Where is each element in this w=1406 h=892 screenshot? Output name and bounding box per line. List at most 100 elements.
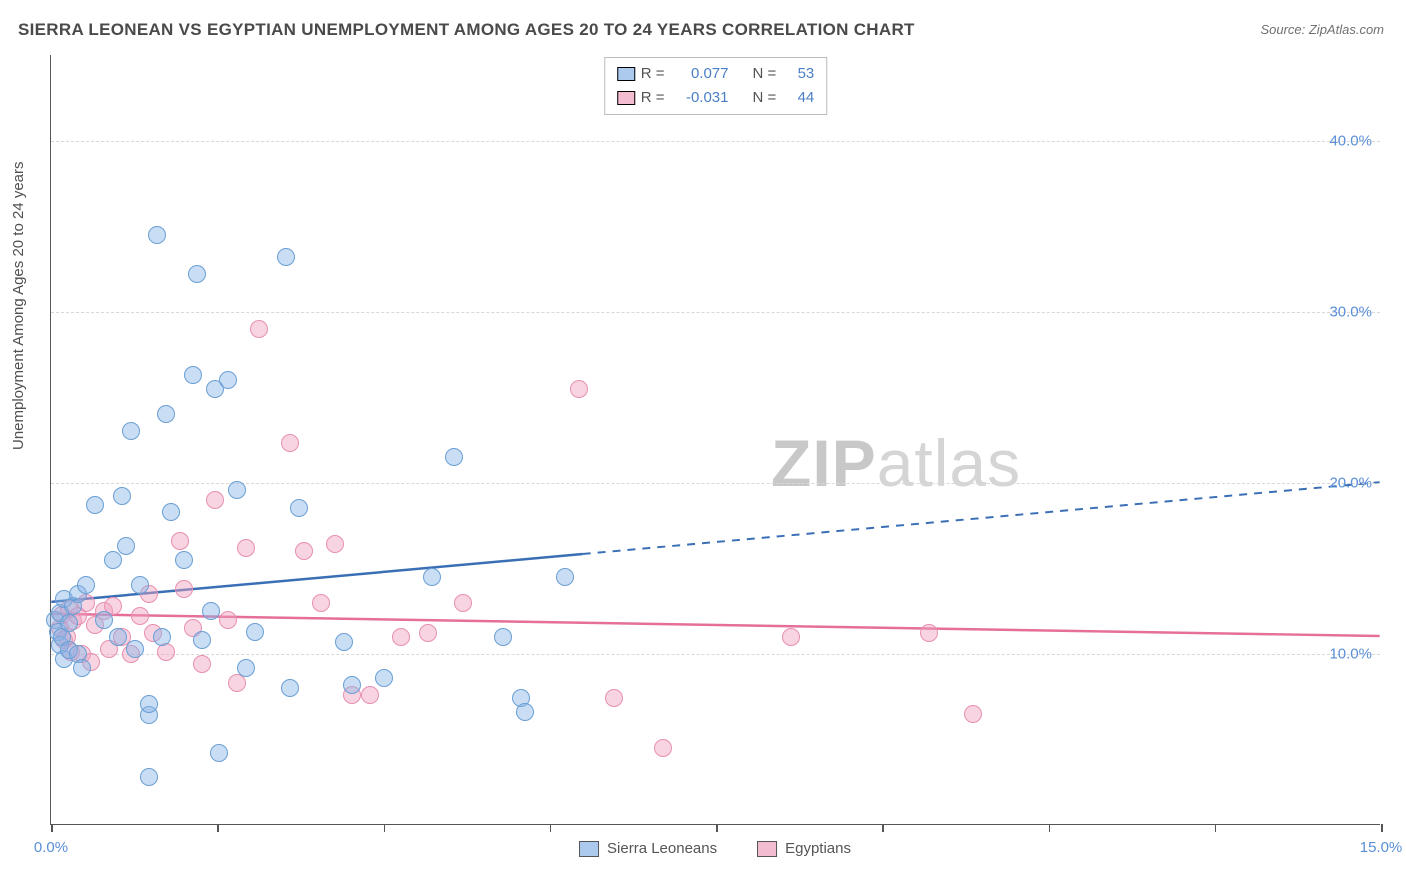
stats-legend-box: R = 0.077 N = 53 R = -0.031 N = 44 bbox=[604, 57, 828, 115]
trend-lines bbox=[51, 55, 1380, 824]
x-tick-label: 0.0% bbox=[34, 839, 68, 856]
r-value-blue: 0.077 bbox=[671, 62, 729, 86]
data-point-pink bbox=[782, 628, 800, 646]
data-point-pink bbox=[920, 624, 938, 642]
data-point-pink bbox=[654, 739, 672, 757]
data-point-blue bbox=[60, 614, 78, 632]
n-value-pink: 44 bbox=[782, 86, 814, 110]
x-tick bbox=[1215, 824, 1217, 832]
x-tick bbox=[550, 824, 552, 832]
data-point-blue bbox=[104, 551, 122, 569]
data-point-blue bbox=[157, 405, 175, 423]
data-point-pink bbox=[312, 594, 330, 612]
data-point-blue bbox=[73, 659, 91, 677]
series-legend: Sierra Leoneans Egyptians bbox=[579, 840, 851, 857]
legend-label-pink: Egyptians bbox=[785, 840, 851, 857]
data-point-blue bbox=[175, 551, 193, 569]
legend-label-blue: Sierra Leoneans bbox=[607, 840, 717, 857]
legend-item-blue: Sierra Leoneans bbox=[579, 840, 717, 857]
stats-row-blue: R = 0.077 N = 53 bbox=[617, 62, 815, 86]
x-tick bbox=[51, 824, 53, 832]
n-label: N = bbox=[753, 62, 777, 86]
data-point-pink bbox=[454, 594, 472, 612]
x-tick bbox=[217, 824, 219, 832]
chart-title: SIERRA LEONEAN VS EGYPTIAN UNEMPLOYMENT … bbox=[18, 20, 915, 40]
legend-item-pink: Egyptians bbox=[757, 840, 851, 857]
data-point-pink bbox=[219, 611, 237, 629]
swatch-blue-icon bbox=[617, 67, 635, 81]
x-tick bbox=[716, 824, 718, 832]
data-point-pink bbox=[206, 491, 224, 509]
data-point-blue bbox=[184, 366, 202, 384]
data-point-blue bbox=[140, 768, 158, 786]
data-point-pink bbox=[250, 320, 268, 338]
data-point-blue bbox=[375, 669, 393, 687]
data-point-blue bbox=[95, 611, 113, 629]
swatch-pink-icon bbox=[617, 91, 635, 105]
x-tick bbox=[1049, 824, 1051, 832]
gridline bbox=[51, 483, 1380, 484]
data-point-pink bbox=[419, 624, 437, 642]
data-point-pink bbox=[237, 539, 255, 557]
data-point-blue bbox=[86, 496, 104, 514]
stats-row-pink: R = -0.031 N = 44 bbox=[617, 86, 815, 110]
data-point-blue bbox=[113, 487, 131, 505]
data-point-blue bbox=[556, 568, 574, 586]
y-tick-label: 10.0% bbox=[1329, 645, 1372, 662]
n-value-blue: 53 bbox=[782, 62, 814, 86]
data-point-blue bbox=[117, 537, 135, 555]
data-point-pink bbox=[171, 532, 189, 550]
data-point-pink bbox=[570, 380, 588, 398]
data-point-blue bbox=[77, 576, 95, 594]
data-point-pink bbox=[964, 705, 982, 723]
y-axis-label: Unemployment Among Ages 20 to 24 years bbox=[10, 161, 27, 450]
data-point-pink bbox=[131, 607, 149, 625]
data-point-blue bbox=[202, 602, 220, 620]
swatch-blue-icon bbox=[579, 841, 599, 857]
x-tick bbox=[882, 824, 884, 832]
watermark: ZIPatlas bbox=[771, 425, 1021, 501]
y-tick-label: 20.0% bbox=[1329, 474, 1372, 491]
data-point-blue bbox=[494, 628, 512, 646]
data-point-blue bbox=[193, 631, 211, 649]
r-label: R = bbox=[641, 62, 665, 86]
data-point-blue bbox=[246, 623, 264, 641]
data-point-pink bbox=[295, 542, 313, 560]
x-tick-label: 15.0% bbox=[1360, 839, 1403, 856]
gridline bbox=[51, 654, 1380, 655]
gridline bbox=[51, 312, 1380, 313]
data-point-pink bbox=[326, 535, 344, 553]
data-point-blue bbox=[122, 422, 140, 440]
data-point-blue bbox=[237, 659, 255, 677]
data-point-blue bbox=[343, 676, 361, 694]
data-point-blue bbox=[423, 568, 441, 586]
data-point-pink bbox=[281, 434, 299, 452]
data-point-blue bbox=[140, 695, 158, 713]
r-value-pink: -0.031 bbox=[671, 86, 729, 110]
swatch-pink-icon bbox=[757, 841, 777, 857]
data-point-blue bbox=[210, 744, 228, 762]
data-point-pink bbox=[193, 655, 211, 673]
chart-container: SIERRA LEONEAN VS EGYPTIAN UNEMPLOYMENT … bbox=[0, 0, 1406, 892]
data-point-pink bbox=[392, 628, 410, 646]
data-point-blue bbox=[516, 703, 534, 721]
watermark-atlas: atlas bbox=[877, 426, 1021, 500]
data-point-blue bbox=[126, 640, 144, 658]
data-point-blue bbox=[162, 503, 180, 521]
data-point-pink bbox=[157, 643, 175, 661]
data-point-blue bbox=[131, 576, 149, 594]
r-label: R = bbox=[641, 86, 665, 110]
source-attribution: Source: ZipAtlas.com bbox=[1260, 22, 1384, 37]
x-tick bbox=[1381, 824, 1383, 832]
data-point-blue bbox=[153, 628, 171, 646]
data-point-blue bbox=[228, 481, 246, 499]
data-point-blue bbox=[188, 265, 206, 283]
data-point-blue bbox=[290, 499, 308, 517]
n-label: N = bbox=[753, 86, 777, 110]
data-point-blue bbox=[148, 226, 166, 244]
data-point-blue bbox=[109, 628, 127, 646]
data-point-pink bbox=[228, 674, 246, 692]
data-point-blue bbox=[335, 633, 353, 651]
y-tick-label: 40.0% bbox=[1329, 132, 1372, 149]
x-tick bbox=[384, 824, 386, 832]
